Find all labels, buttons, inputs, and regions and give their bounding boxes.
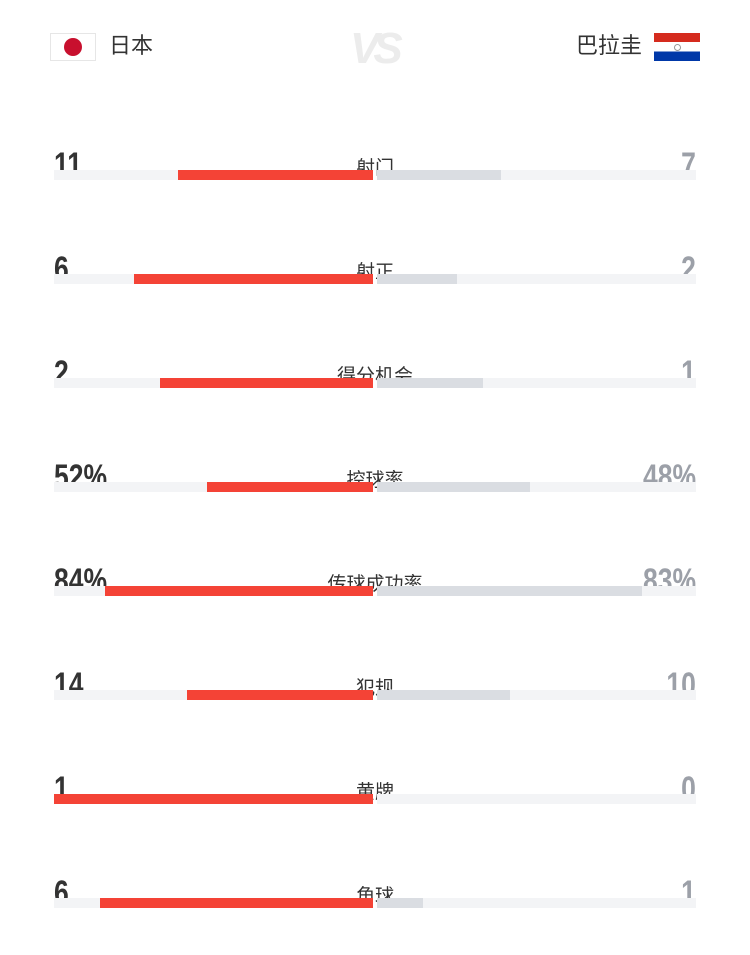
stat-row: 11 射门 7: [0, 145, 750, 205]
home-bar-fill: [160, 378, 373, 388]
away-bar-fill: [377, 690, 511, 700]
away-bar-track: [377, 794, 696, 804]
away-bar-track: [377, 274, 696, 284]
away-bar-track: [377, 898, 696, 908]
home-bar-fill: [54, 794, 373, 804]
away-bar-track: [377, 586, 696, 596]
away-bar-track: [377, 690, 696, 700]
away-bar-fill: [377, 898, 423, 908]
home-bar-fill: [105, 586, 373, 596]
away-bar-fill: [377, 378, 484, 388]
stat-row: 2 得分机会 1: [0, 353, 750, 413]
away-bar-track: [377, 482, 696, 492]
away-bar-track: [377, 170, 696, 180]
away-bar-fill: [377, 274, 457, 284]
home-bar-fill: [133, 274, 373, 284]
away-bar-fill: [377, 482, 531, 492]
match-header: 日本 VS 巴拉圭: [0, 0, 750, 100]
home-bar-track: [54, 274, 373, 284]
stat-row: 84% 传球成功率 83%: [0, 561, 750, 621]
home-bar-track: [54, 586, 373, 596]
home-bar-track: [54, 690, 373, 700]
stat-row: 6 射正 2: [0, 249, 750, 309]
away-bar-fill: [377, 170, 502, 180]
home-bar-track: [54, 794, 373, 804]
home-bar-track: [54, 170, 373, 180]
away-bar-fill: [377, 586, 642, 596]
home-bar-fill: [99, 898, 373, 908]
paraguay-flag-icon: [654, 33, 700, 61]
stat-row: 52% 控球率 48%: [0, 457, 750, 517]
away-bar-track: [377, 378, 696, 388]
stat-row: 14 犯规 10: [0, 665, 750, 725]
home-bar-track: [54, 898, 373, 908]
stat-row: 1 黄牌 0: [0, 769, 750, 829]
home-bar-fill: [187, 690, 373, 700]
home-bar-fill: [207, 482, 373, 492]
stat-row: 6 角球 1: [0, 873, 750, 933]
vs-logo: VS: [350, 24, 403, 73]
japan-flag-icon: [50, 33, 96, 61]
home-bar-fill: [178, 170, 373, 180]
home-bar-track: [54, 482, 373, 492]
away-team-name: 巴拉圭: [575, 34, 642, 59]
home-team-name: 日本: [109, 34, 154, 59]
home-bar-track: [54, 378, 373, 388]
